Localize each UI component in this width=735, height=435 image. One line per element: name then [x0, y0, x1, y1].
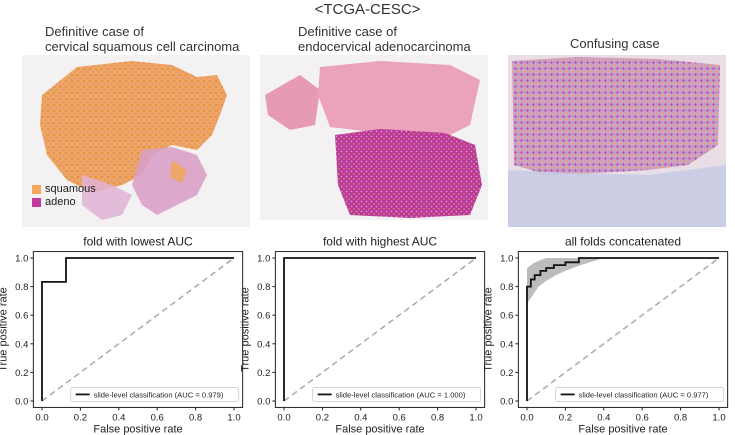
slide-squamous-illustration: [40, 61, 227, 220]
chart3-legend-box: [555, 387, 725, 402]
chart2-roc-line: [283, 257, 476, 401]
chart2-ytick-label: 0.4: [257, 339, 270, 350]
chart1-xtick-label: 0.8: [189, 412, 202, 423]
chart3-ytick-label: 0.4: [500, 339, 513, 350]
slide-image-adeno: [260, 55, 488, 220]
chart1-ytick-label: 0.6: [15, 311, 28, 322]
chart1-xlabel: False positive rate: [93, 423, 182, 435]
chart2-ytick-label: 1.0: [257, 254, 270, 265]
chart1-xtick-label: 0.0: [35, 412, 48, 423]
chart1-ytick-label: 0.4: [15, 339, 28, 350]
panel1-header: Definitive case of cervical squamous cel…: [45, 24, 239, 54]
chart3-xtick-label: 0.2: [559, 412, 572, 423]
panel3-header-line1: Confusing case: [570, 36, 660, 51]
panel2-header: Definitive case of endocervical adenocar…: [298, 24, 471, 54]
squamous-swatch: [32, 185, 41, 194]
chart3-ytick-label: 0.8: [500, 282, 513, 293]
chart1-ytick-label: 1.0: [15, 254, 28, 265]
chart1-legend-box: [70, 387, 240, 402]
chart1-xtick-label: 0.6: [151, 412, 164, 423]
slide-image-confusing: [508, 55, 726, 227]
slide-image-squamous: squamous adeno: [22, 55, 250, 227]
adeno-label: adeno: [45, 196, 76, 208]
chart2-ytick-label: 0.2: [257, 368, 270, 379]
chart2-ytick-label: 0.8: [257, 282, 270, 293]
chart3-xtick-label: 0.0: [520, 412, 533, 423]
chart2-ytick-label: 0.0: [257, 397, 270, 408]
chart3-ytick-label: 0.0: [500, 397, 513, 408]
chart2-xlabel: False positive rate: [335, 423, 424, 435]
chart2-ylabel: True positive rate: [239, 287, 251, 372]
chart3-legend-label: slide-level classification (AUC = 0.977): [579, 390, 709, 399]
chart2-xtick-label: 1.0: [469, 412, 482, 423]
figure-title: <TCGA-CESC>: [314, 1, 421, 18]
chart2-ytick-label: 0.6: [257, 311, 270, 322]
chart1-roc-line: [41, 257, 234, 401]
chart1-ylabel: True positive rate: [0, 287, 9, 372]
chart3-ytick-label: 1.0: [500, 254, 513, 265]
chart1-legend-label: slide-level classification (AUC = 0.979): [94, 390, 224, 399]
chart2-title: fold with highest AUC: [323, 235, 437, 249]
chart3-roc-line: [526, 257, 719, 401]
chart3-title: all folds concatenated: [565, 235, 681, 249]
slide-legend-item-squamous: squamous: [32, 183, 96, 196]
chart2-xtick-label: 0.6: [393, 412, 406, 423]
chart3-xtick-label: 0.6: [636, 412, 649, 423]
chart3-ytick-label: 0.2: [500, 368, 513, 379]
chart2-xtick-label: 0.4: [354, 412, 367, 423]
panel1-header-line2: cervical squamous cell carcinoma: [45, 39, 240, 54]
chart1-ytick-label: 0.8: [15, 282, 28, 293]
chart1-ytick-label: 0.0: [15, 397, 28, 408]
chart2-xtick-label: 0.0: [277, 412, 290, 423]
chart3-ylabel: True positive rate: [482, 287, 494, 372]
chart3-ytick-label: 0.6: [500, 311, 513, 322]
chart3-xtick-label: 0.8: [674, 412, 687, 423]
chart1-xtick-label: 0.4: [112, 412, 125, 423]
chart2-xtick-label: 0.2: [316, 412, 329, 423]
panel2-header-line1: Definitive case of: [298, 24, 397, 39]
squamous-label: squamous: [45, 183, 96, 195]
chart3-xlabel: False positive rate: [578, 423, 667, 435]
chart3-xtick-label: 1.0: [712, 412, 725, 423]
panel1-header-line1: Definitive case of: [45, 24, 144, 39]
slide-confusing-illustration: [508, 55, 726, 227]
chart2-legend-label: slide-level classification (AUC = 1.000): [336, 390, 466, 399]
chart1-ytick-label: 0.2: [15, 368, 28, 379]
adeno-swatch: [32, 198, 41, 207]
chart2-legend-box: [312, 387, 482, 402]
slide-adeno-illustration: [265, 61, 482, 218]
slide-legend: squamous adeno: [32, 183, 96, 209]
panel3-header: Confusing case: [570, 36, 660, 51]
chart1-xtick-label: 0.2: [74, 412, 87, 423]
chart2-xtick-label: 0.8: [431, 412, 444, 423]
chart1-title: fold with lowest AUC: [83, 235, 193, 249]
chart1-xtick-label: 1.0: [227, 412, 240, 423]
chart3-xtick-label: 0.4: [597, 412, 610, 423]
slide-legend-item-adeno: adeno: [32, 196, 96, 209]
panel2-header-line2: endocervical adenocarcinoma: [298, 39, 471, 54]
